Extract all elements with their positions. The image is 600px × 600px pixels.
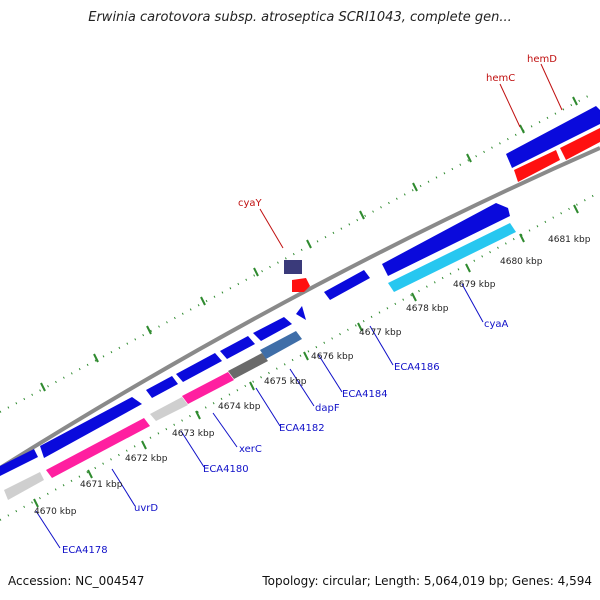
blue-label-leaders bbox=[35, 283, 484, 549]
inner-dotted-track bbox=[0, 191, 600, 521]
reverse-gene-gray[interactable] bbox=[4, 472, 44, 500]
cyaY-gene[interactable] bbox=[284, 260, 302, 274]
scale-label: 4670 kbp bbox=[34, 507, 77, 517]
gene-label[interactable]: dapF bbox=[315, 403, 340, 414]
forward-gene[interactable] bbox=[324, 270, 370, 300]
scale-label: 4673 kbp bbox=[172, 429, 215, 439]
outer-dotted-track bbox=[0, 94, 591, 413]
gene-label[interactable]: uvrD bbox=[134, 503, 158, 514]
scale-label: 4677 kbp bbox=[359, 328, 402, 338]
genome-stats-label: Topology: circular; Length: 5,064,019 bp… bbox=[262, 574, 592, 588]
forward-gene[interactable] bbox=[506, 106, 600, 168]
reverse-gene-cyan[interactable] bbox=[388, 223, 516, 292]
gene-label[interactable]: ECA4182 bbox=[279, 423, 325, 434]
reverse-gene-gray[interactable] bbox=[150, 397, 188, 421]
map-title: Erwinia carotovora subsp. atroseptica SC… bbox=[88, 10, 512, 25]
forward-strand-genes bbox=[0, 106, 600, 476]
gene-label[interactable]: cyaA bbox=[484, 319, 509, 330]
scale-label: 4679 kbp bbox=[453, 280, 496, 290]
hemC-gene[interactable] bbox=[514, 150, 560, 182]
red-label-leaders bbox=[259, 63, 563, 249]
gene-label[interactable]: xerC bbox=[239, 444, 262, 455]
forward-gene[interactable] bbox=[40, 397, 142, 458]
gene-label[interactable]: hemD bbox=[527, 54, 557, 65]
gene-label[interactable]: hemC bbox=[486, 73, 515, 84]
genome-backbone bbox=[0, 146, 600, 470]
reverse-gene-darkgray[interactable] bbox=[228, 353, 268, 379]
reverse-strand-genes bbox=[4, 223, 516, 500]
red-gene-labels: cyaY hemC hemD bbox=[238, 54, 557, 209]
outer-tick-marks bbox=[40, 96, 578, 392]
blue-gene-labels: ECA4178 uvrD ECA4180 xerC ECA4182 dapF E… bbox=[62, 319, 509, 556]
scale-label: 4674 kbp bbox=[218, 402, 261, 412]
forward-gene[interactable] bbox=[382, 203, 510, 276]
accession-label: Accession: NC_004547 bbox=[8, 574, 145, 588]
gene-label[interactable]: ECA4184 bbox=[342, 389, 388, 400]
gene-label[interactable]: ECA4180 bbox=[203, 464, 249, 475]
scale-label: 4678 kbp bbox=[406, 304, 449, 314]
scale-labels: 4670 kbp 4671 kbp 4672 kbp 4673 kbp 4674… bbox=[34, 235, 591, 517]
rna-genes bbox=[284, 128, 600, 292]
forward-gene[interactable] bbox=[176, 353, 222, 382]
scale-label: 4676 kbp bbox=[311, 352, 354, 362]
hemD-gene[interactable] bbox=[560, 128, 600, 160]
scale-label: 4672 kbp bbox=[125, 454, 168, 464]
scale-label: 4675 kbp bbox=[264, 377, 307, 387]
forward-gene[interactable] bbox=[220, 336, 255, 359]
reverse-gene-steel[interactable] bbox=[260, 331, 302, 359]
reverse-gene-pink[interactable] bbox=[46, 418, 150, 478]
inner-tick-marks bbox=[33, 204, 579, 508]
forward-gene[interactable] bbox=[0, 449, 38, 476]
scale-label: 4680 kbp bbox=[500, 257, 543, 267]
gene-label[interactable]: ECA4186 bbox=[394, 362, 440, 373]
reverse-gene-pink[interactable] bbox=[182, 372, 234, 404]
gene-label[interactable]: ECA4178 bbox=[62, 545, 108, 556]
scale-label: 4671 kbp bbox=[80, 480, 123, 490]
gene-label[interactable]: cyaY bbox=[238, 198, 263, 209]
forward-gene[interactable] bbox=[253, 317, 292, 341]
red-gene[interactable] bbox=[292, 278, 310, 292]
forward-gene[interactable] bbox=[146, 376, 178, 398]
forward-gene[interactable] bbox=[296, 306, 306, 320]
scale-label: 4681 kbp bbox=[548, 235, 591, 245]
